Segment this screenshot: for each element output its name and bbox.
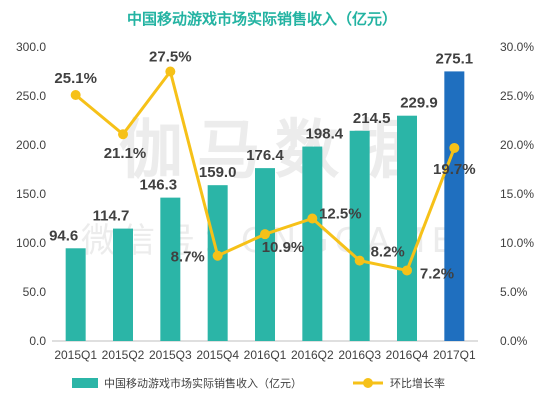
legend-swatch-bars	[72, 378, 98, 388]
legend-label-line: 环比增长率	[390, 376, 445, 390]
y-left-tick-label: 50.0	[23, 285, 47, 299]
line-value-label: 12.5%	[319, 206, 362, 223]
line-point	[307, 213, 318, 224]
axes: 0.0 50.0 100.0 150.0 200.0 250.0 300.0 0.0% 5.0%…	[16, 40, 534, 362]
bar	[349, 130, 370, 341]
bar-value-label: 229.9	[400, 95, 438, 112]
y-right-tick-label: 5.0%	[500, 285, 528, 299]
line-value-label: 25.1%	[54, 70, 97, 87]
bar-value-label: 114.7	[93, 208, 130, 225]
legend-label-bars: 中国移动游戏市场实际销售收入（亿元）	[104, 376, 302, 390]
line-value-label: 10.9%	[262, 239, 305, 256]
line-value-label: 7.2%	[420, 265, 454, 282]
line-value-label: 21.1%	[104, 145, 147, 162]
line-point	[449, 142, 460, 153]
line-value-label: 8.2%	[371, 244, 405, 261]
y-right-tick-label: 30.0%	[500, 40, 534, 54]
bar	[302, 146, 323, 341]
line-value-label: 27.5%	[149, 49, 192, 66]
x-tick-label: 2015Q2	[102, 348, 145, 362]
bar	[65, 248, 86, 341]
bar-series	[65, 71, 465, 341]
bar-value-label: 94.6	[49, 227, 78, 244]
line-series	[70, 66, 460, 276]
legend-swatch-marker	[363, 378, 373, 388]
x-tick-label: 2015Q1	[54, 348, 97, 362]
x-tick-label: 2015Q3	[149, 348, 192, 362]
y-left-tick-label: 150.0	[16, 187, 46, 201]
line-point	[165, 66, 176, 77]
line-value-label: 19.7%	[433, 161, 476, 178]
line-point	[260, 229, 270, 240]
line-point	[402, 265, 412, 276]
y-right-tick-label: 20.0%	[500, 138, 534, 152]
y-left-tick-label: 200.0	[16, 138, 46, 152]
y-right-tick-label: 15.0%	[500, 187, 534, 201]
bar	[113, 228, 133, 341]
bar-value-label: 275.1	[436, 50, 474, 67]
bar	[397, 115, 417, 341]
bar-value-label: 214.5	[353, 110, 391, 127]
x-tick-label: 2016Q1	[244, 348, 287, 362]
line-point	[354, 255, 365, 266]
line-point	[70, 90, 81, 101]
x-tick-label: 2016Q2	[291, 348, 334, 362]
line-point	[212, 250, 223, 261]
bar-value-label: 159.0	[199, 164, 237, 181]
y-left-tick-label: 300.0	[16, 40, 46, 54]
line-point	[118, 129, 128, 140]
bar	[444, 71, 465, 341]
x-tick-label: 2016Q3	[338, 348, 381, 362]
bar	[255, 168, 275, 341]
x-tick-label: 2016Q4	[386, 348, 429, 362]
y-right-tick-label: 25.0%	[500, 89, 534, 103]
y-left-tick-label: 0.0	[29, 334, 46, 348]
y-left-tick-label: 250.0	[16, 89, 46, 103]
y-right-tick-label: 0.0%	[500, 334, 528, 348]
x-tick-label: 2015Q4	[196, 348, 239, 362]
x-tick-label: 2017Q1	[433, 348, 476, 362]
y-right-tick-label: 10.0%	[500, 236, 534, 250]
chart-title: 中国移动游戏市场实际销售收入（亿元）	[127, 10, 397, 28]
bar-value-label: 176.4	[246, 147, 284, 164]
bar-value-label: 146.3	[140, 177, 178, 194]
data-labels: 94.6 114.7 146.3 159.0 176.4 198.4 214.5 229.9 2…	[49, 49, 476, 283]
y-left-tick-label: 100.0	[16, 236, 46, 250]
legend: 中国移动游戏市场实际销售收入（亿元） 环比增长率	[72, 376, 445, 390]
bar	[160, 197, 181, 341]
bar-value-label: 198.4	[306, 126, 344, 143]
bar	[207, 185, 228, 341]
line-value-label: 8.7%	[171, 249, 205, 266]
